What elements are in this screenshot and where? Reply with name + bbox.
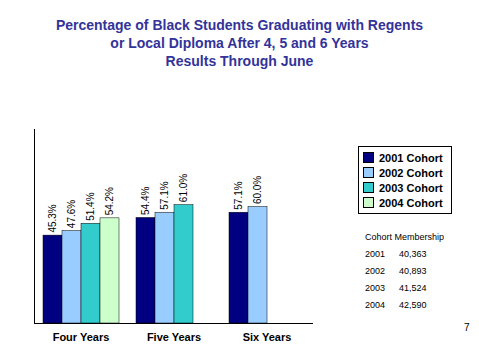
html-text:2003: 2003 — [365, 282, 385, 293]
svg-text:45.3%: 45.3% — [47, 204, 58, 232]
svg-text:57.1%: 57.1% — [233, 181, 244, 209]
svg-text:60.0%: 60.0% — [252, 176, 263, 204]
svg-text:Five Years: Five Years — [147, 331, 201, 343]
html-text:2002 Cohort: 2002 Cohort — [379, 166, 443, 179]
svg-text:61.0%: 61.0% — [178, 174, 189, 202]
html-text:42,590: 42,590 — [399, 299, 427, 310]
svg-text:54.2%: 54.2% — [104, 187, 115, 215]
svg-text:47.6%: 47.6% — [66, 200, 77, 228]
html-text:2001 Cohort: 2001 Cohort — [379, 151, 443, 164]
svg-text:Four Years: Four Years — [53, 331, 110, 343]
html-text:Cohort Membership: Cohort Membership — [365, 231, 444, 242]
html-text:2003 Cohort: 2003 Cohort — [379, 181, 443, 194]
html-text:2004 Cohort: 2004 Cohort — [379, 196, 443, 209]
html-text:40,893: 40,893 — [399, 265, 427, 276]
html-text:2001: 2001 — [365, 248, 385, 259]
html-text:41,524: 41,524 — [399, 282, 427, 293]
html-text:7: 7 — [464, 322, 470, 333]
svg-text:54.4%: 54.4% — [140, 187, 151, 215]
html-text:2002: 2002 — [365, 265, 385, 276]
svg-text:51.4%: 51.4% — [85, 192, 96, 220]
html-text:2004: 2004 — [365, 299, 385, 310]
html-text:40,363: 40,363 — [399, 248, 427, 259]
svg-text:57.1%: 57.1% — [159, 181, 170, 209]
svg-text:Six Years: Six Years — [243, 331, 292, 343]
html-text:Percentage of Black Students G: Percentage of Black Students Graduating … — [55, 17, 424, 69]
